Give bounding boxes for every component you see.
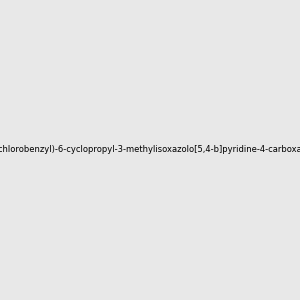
Text: N-(2-chlorobenzyl)-6-cyclopropyl-3-methylisoxazolo[5,4-b]pyridine-4-carboxamide: N-(2-chlorobenzyl)-6-cyclopropyl-3-methy… bbox=[0, 146, 300, 154]
